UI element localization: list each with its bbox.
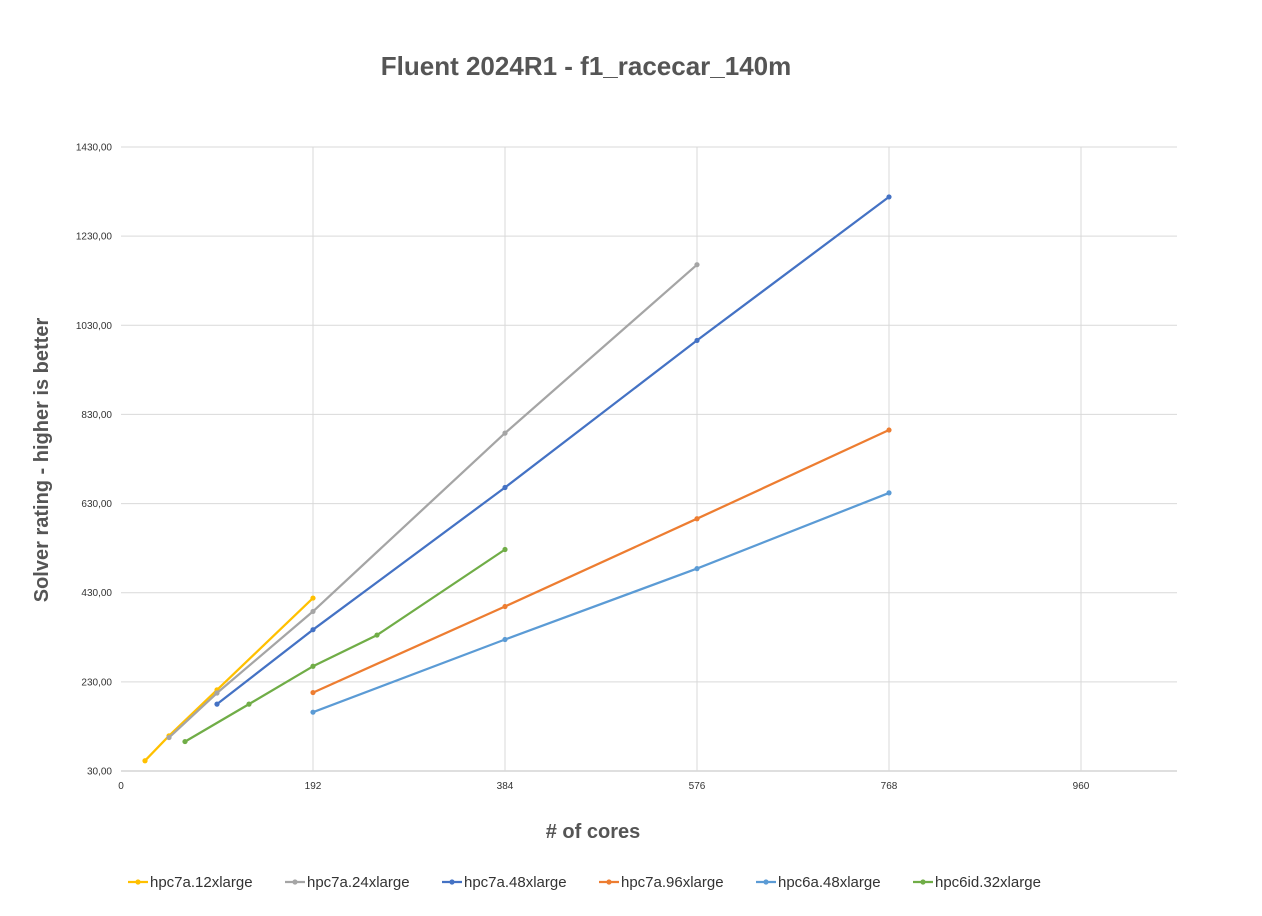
series-hpc7a.96xlarge <box>310 427 892 696</box>
legend: hpc7a.12xlarge hpc7a.24xlarge hpc7a.48xlar… <box>128 874 1041 891</box>
y-axis-ticks: 30,00 230,00 430,00 630,00 830,00 1030,00 1230… <box>76 143 113 778</box>
legend-marker <box>763 879 769 885</box>
data-point <box>502 636 508 643</box>
x-tick-label: 0 <box>118 781 124 792</box>
x-tick-label: 768 <box>881 781 898 792</box>
legend-label: hpc7a.96xlarge <box>621 874 724 891</box>
legend-item: hpc6a.48xlarge <box>756 874 881 891</box>
chart-title: Fluent 2024R1 - f1_racecar_140m <box>381 51 791 81</box>
legend-item: hpc7a.96xlarge <box>599 874 724 891</box>
data-point <box>502 430 508 436</box>
x-tick-label: 384 <box>497 781 514 792</box>
y-tick-label: 30,00 <box>87 767 112 778</box>
legend-item: hpc6id.32xlarge <box>913 874 1041 891</box>
y-tick-label: 430,00 <box>81 588 112 599</box>
legend-marker <box>135 879 141 885</box>
y-tick-label: 230,00 <box>81 677 112 688</box>
data-point <box>182 738 188 745</box>
y-tick-label: 630,00 <box>81 499 112 510</box>
legend-marker <box>606 879 612 885</box>
legend-item: hpc7a.24xlarge <box>285 874 410 891</box>
data-point <box>310 709 316 715</box>
data-point <box>310 608 316 615</box>
y-tick-label: 830,00 <box>81 410 112 421</box>
data-point <box>694 516 700 522</box>
data-point <box>142 758 148 764</box>
series-line <box>216 195 890 705</box>
data-point <box>694 262 700 268</box>
legend-marker <box>449 879 455 885</box>
y-tick-label: 1230,00 <box>76 232 113 243</box>
gridlines <box>121 146 1177 772</box>
series-hpc6id.32xlarge <box>182 546 508 745</box>
y-tick-label: 1030,00 <box>76 321 113 332</box>
legend-label: hpc6a.48xlarge <box>778 874 881 891</box>
x-tick-label: 960 <box>1073 781 1090 792</box>
series-hpc7a.12xlarge <box>142 595 316 764</box>
data-point <box>502 546 508 553</box>
data-point <box>694 337 700 344</box>
series-hpc7a.24xlarge <box>166 262 700 741</box>
data-point <box>310 627 316 633</box>
data-point <box>214 701 220 707</box>
y-axis-title: Solver rating - higher is better <box>31 318 53 603</box>
series-line <box>144 597 314 762</box>
data-point <box>166 734 172 741</box>
data-point <box>886 490 892 496</box>
data-point <box>246 701 252 707</box>
legend-marker <box>920 879 926 885</box>
x-axis-ticks: 0 192 384 576 768 960 <box>118 781 1090 792</box>
legend-label: hpc7a.24xlarge <box>307 874 410 891</box>
data-point <box>886 427 892 433</box>
series-hpc6a.48xlarge <box>310 490 892 715</box>
legend-marker <box>292 879 298 885</box>
data-point <box>214 690 220 696</box>
x-tick-label: 576 <box>689 781 706 792</box>
x-axis-title: # of cores <box>546 821 640 843</box>
legend-label: hpc7a.48xlarge <box>464 874 567 891</box>
series-line <box>184 548 506 743</box>
data-point <box>310 689 316 696</box>
x-tick-label: 192 <box>305 781 322 792</box>
series-group <box>142 194 892 764</box>
data-point <box>694 566 700 572</box>
data-point <box>374 632 380 638</box>
data-point <box>886 194 892 200</box>
data-point <box>310 663 316 669</box>
data-point <box>502 484 508 491</box>
legend-label: hpc7a.12xlarge <box>150 874 253 891</box>
data-point <box>310 595 316 601</box>
series-line <box>312 428 890 694</box>
legend-item: hpc7a.48xlarge <box>442 874 567 891</box>
legend-label: hpc6id.32xlarge <box>935 874 1041 891</box>
legend-item: hpc7a.12xlarge <box>128 874 253 891</box>
series-line <box>312 491 890 714</box>
series-hpc7a.48xlarge <box>214 194 892 707</box>
data-point <box>502 603 508 610</box>
y-tick-label: 1430,00 <box>76 143 113 154</box>
